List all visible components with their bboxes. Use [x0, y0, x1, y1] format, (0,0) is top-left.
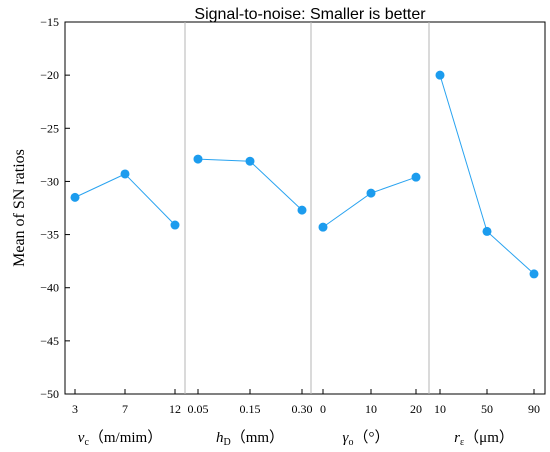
- x-tick-label: 20: [410, 402, 422, 416]
- x-tick-label: 0.15: [240, 402, 261, 416]
- x-tick-label: 90: [528, 402, 540, 416]
- factor-label: vc（m/mim）: [78, 429, 162, 448]
- data-point: [170, 220, 180, 230]
- plot-frame: [64, 21, 546, 395]
- x-tick-label: 0.30: [292, 402, 313, 416]
- series-line: [74, 173, 176, 226]
- panel-dividers: [184, 22, 430, 394]
- chart-title: Signal-to-noise: Smaller is better: [194, 6, 426, 23]
- x-tick-label: 12: [169, 402, 181, 416]
- y-tick-label: −15: [40, 15, 59, 29]
- x-tick-label: 0.05: [188, 402, 209, 416]
- y-tick-label: −20: [40, 68, 59, 82]
- series-line: [439, 74, 535, 275]
- y-tick-label: −40: [40, 281, 59, 295]
- series-line: [197, 158, 303, 211]
- factor-label: γo（°）: [343, 429, 390, 448]
- panel-4: 10 50 90 rε（μm）: [434, 70, 540, 448]
- x-tick-label: 3: [72, 402, 78, 416]
- x-tick-label: 7: [122, 402, 128, 416]
- factor-label: hD（mm）: [216, 429, 284, 448]
- panel-1: 3 7 12 vc（m/mim）: [70, 169, 181, 448]
- factor-label: rε（μm）: [454, 429, 514, 448]
- panel-3: 0 10 20 γo（°）: [318, 172, 422, 448]
- data-point: [411, 172, 421, 182]
- data-point: [482, 226, 492, 236]
- x-tick-label: 0: [320, 402, 326, 416]
- y-axis: −15 −20 −25 −30 −35 −40 −45 −50: [40, 15, 70, 401]
- y-tick-label: −45: [40, 334, 59, 348]
- data-point: [529, 269, 539, 279]
- data-point: [318, 222, 328, 232]
- data-point: [297, 205, 307, 215]
- x-tick-label: 50: [481, 402, 493, 416]
- y-tick-label: −35: [40, 228, 59, 242]
- data-point: [70, 192, 80, 202]
- y-tick-label: −30: [40, 174, 59, 188]
- data-point: [435, 70, 445, 80]
- y-tick-label: −25: [40, 121, 59, 135]
- panels: 3 7 12 vc（m/mim） 0.05 0.15 0.30 hD（mm） 0 10 20 γo（°…: [70, 70, 540, 448]
- data-point: [245, 156, 255, 166]
- data-point: [120, 169, 130, 179]
- data-point: [193, 154, 203, 164]
- x-tick-label: 10: [434, 402, 446, 416]
- panel-2: 0.05 0.15 0.30 hD（mm）: [188, 154, 313, 448]
- y-tick-label: −50: [40, 387, 59, 401]
- series-line: [322, 176, 417, 228]
- y-axis-label: Mean of SN ratios: [11, 149, 28, 267]
- data-point: [366, 188, 376, 198]
- x-tick-label: 10: [365, 402, 377, 416]
